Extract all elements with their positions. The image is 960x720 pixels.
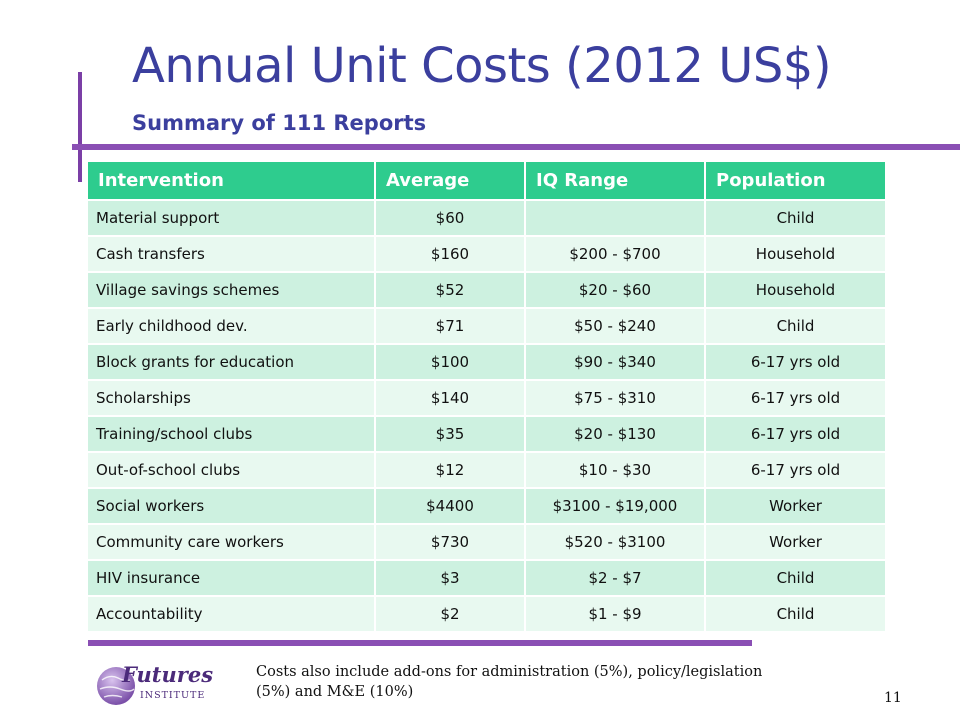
costs-footnote: Costs also include add-ons for administr…: [256, 664, 763, 700]
cell-iq-range: $75 - $310: [525, 379, 706, 416]
cell-average: $2: [375, 595, 526, 631]
page-number: 11: [884, 690, 902, 706]
table-row: Social workers $4400 $3100 - $19,000 Worker: [88, 487, 887, 524]
cell-intervention: Early childhood dev.: [88, 307, 376, 344]
cell-intervention: Village savings schemes: [88, 271, 376, 308]
cell-average: $35: [375, 415, 526, 452]
cell-average: $52: [375, 271, 526, 308]
cell-iq-range: $20 - $60: [525, 271, 706, 308]
cell-population: 6-17 yrs old: [705, 379, 887, 416]
cell-population: Child: [705, 595, 887, 631]
cell-population: Worker: [705, 487, 887, 524]
cell-population: Worker: [705, 523, 887, 560]
table-row: Accountability $2 $1 - $9 Child: [88, 595, 887, 631]
header-iq-range: IQ Range: [525, 162, 706, 200]
left-accent-bar: [78, 72, 82, 182]
cell-intervention: Cash transfers: [88, 235, 376, 272]
cell-average: $3: [375, 559, 526, 596]
cell-population: Child: [705, 307, 887, 344]
cell-intervention: Material support: [88, 199, 376, 236]
cell-average: $60: [375, 199, 526, 236]
cell-average: $160: [375, 235, 526, 272]
header-population: Population: [705, 162, 887, 200]
cell-average: $71: [375, 307, 526, 344]
cell-iq-range: $2 - $7: [525, 559, 706, 596]
cell-average: $12: [375, 451, 526, 488]
footer-divider-bar: [88, 640, 752, 646]
table-body: Material support $60 Child Cash transfers $1…: [88, 199, 887, 631]
table-row: Scholarships $140 $75 - $310 6-17 yrs old: [88, 379, 887, 416]
slide-title: Annual Unit Costs (2012 US$): [132, 38, 832, 94]
cell-iq-range: $20 - $130: [525, 415, 706, 452]
cell-population: Child: [705, 559, 887, 596]
title-divider-bar: [72, 144, 960, 150]
cell-iq-range: [525, 199, 706, 236]
futures-institute-logo: Futures INSTITUTE: [92, 658, 232, 712]
cell-intervention: HIV insurance: [88, 559, 376, 596]
cell-population: 6-17 yrs old: [705, 451, 887, 488]
cell-population: Household: [705, 271, 887, 308]
cell-population: Household: [705, 235, 887, 272]
header-intervention: Intervention: [88, 162, 376, 200]
cell-iq-range: $1 - $9: [525, 595, 706, 631]
cell-iq-range: $10 - $30: [525, 451, 706, 488]
table-row: Block grants for education $100 $90 - $340…: [88, 343, 887, 380]
cell-intervention: Block grants for education: [88, 343, 376, 380]
svg-text:Futures: Futures: [121, 662, 213, 687]
cell-intervention: Scholarships: [88, 379, 376, 416]
table-row: HIV insurance $3 $2 - $7 Child: [88, 559, 887, 596]
cell-intervention: Community care workers: [88, 523, 376, 560]
cell-average: $100: [375, 343, 526, 380]
svg-text:INSTITUTE: INSTITUTE: [140, 690, 205, 701]
table-row: Village savings schemes $52 $20 - $60 House…: [88, 271, 887, 308]
table-row: Out-of-school clubs $12 $10 - $30 6-17 yrs …: [88, 451, 887, 488]
cell-iq-range: $90 - $340: [525, 343, 706, 380]
header-average: Average: [375, 162, 526, 200]
cell-iq-range: $50 - $240: [525, 307, 706, 344]
table-row: Cash transfers $160 $200 - $700 Household: [88, 235, 887, 272]
table-row: Material support $60 Child: [88, 199, 887, 236]
cell-population: Child: [705, 199, 887, 236]
cell-intervention: Accountability: [88, 595, 376, 631]
table-row: Early childhood dev. $71 $50 - $240 Child: [88, 307, 887, 344]
table-row: Training/school clubs $35 $20 - $130 6-17 y…: [88, 415, 887, 452]
unit-costs-table: Intervention Average IQ Range Population…: [88, 162, 887, 631]
cell-iq-range: $200 - $700: [525, 235, 706, 272]
globe-logo-icon: Futures INSTITUTE: [97, 662, 213, 705]
cell-intervention: Out-of-school clubs: [88, 451, 376, 488]
cell-average: $140: [375, 379, 526, 416]
cell-population: 6-17 yrs old: [705, 415, 887, 452]
cell-population: 6-17 yrs old: [705, 343, 887, 380]
cell-iq-range: $520 - $3100: [525, 523, 706, 560]
table-header-row: Intervention Average IQ Range Population: [88, 162, 887, 200]
cell-intervention: Training/school clubs: [88, 415, 376, 452]
slide-subtitle: Summary of 111 Reports: [132, 111, 427, 135]
cell-iq-range: $3100 - $19,000: [525, 487, 706, 524]
cell-average: $4400: [375, 487, 526, 524]
cell-average: $730: [375, 523, 526, 560]
table-row: Community care workers $730 $520 - $3100 Wo…: [88, 523, 887, 560]
cell-intervention: Social workers: [88, 487, 376, 524]
